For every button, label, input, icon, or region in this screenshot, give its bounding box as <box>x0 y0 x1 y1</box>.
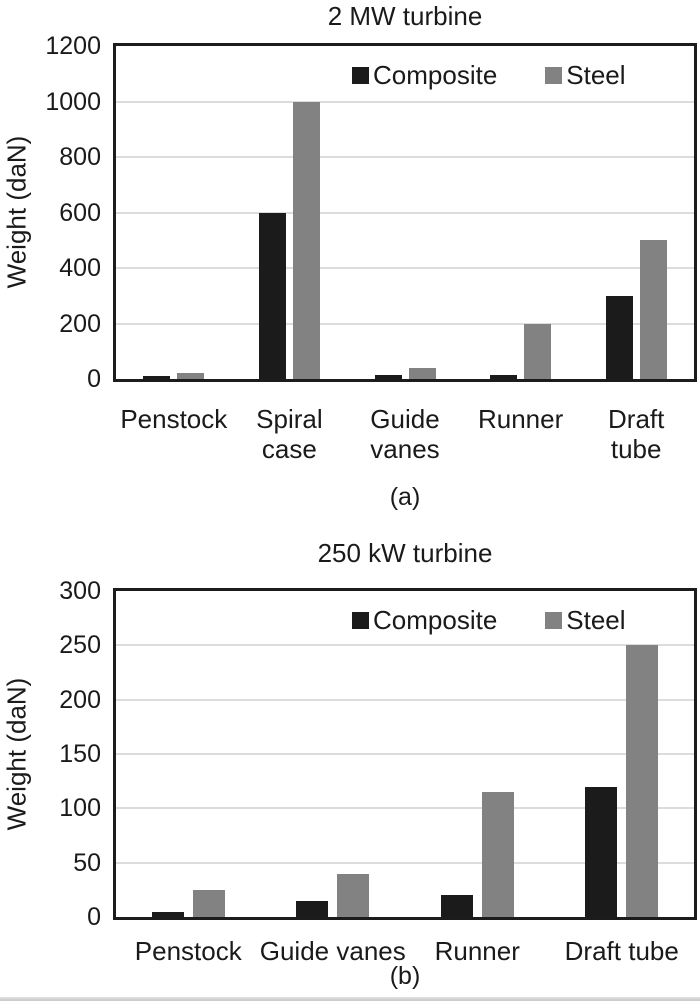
bar-composite-draft-tube <box>585 786 618 917</box>
y-tick-label: 600 <box>59 198 101 227</box>
bar-composite-runner <box>490 374 518 379</box>
x-tick-label: Guide vanes <box>370 404 440 464</box>
y-tick-label: 50 <box>73 848 101 877</box>
gridline <box>116 698 694 701</box>
x-tick-label: Draft tube <box>564 936 679 966</box>
y-tick-label: 200 <box>59 685 101 714</box>
bar-composite-guide-vanes <box>374 374 402 379</box>
y-tick-label: 0 <box>87 365 101 393</box>
subfigure-caption-b: (b) <box>389 962 421 990</box>
legend-swatch-steel <box>545 66 563 84</box>
bar-steel-draft-tube <box>639 240 667 379</box>
y-tick-label: 200 <box>59 309 101 338</box>
y-tick-label: 800 <box>59 143 101 171</box>
legend-label-composite: Composite <box>373 605 498 635</box>
legend-item-steel: Steel <box>545 605 626 635</box>
x-tick-label: Draft tube <box>608 404 665 464</box>
legend: Composite Steel <box>352 60 626 90</box>
y-tick-label: 400 <box>59 254 101 282</box>
legend-swatch-composite <box>352 66 369 84</box>
y-tick-label: 100 <box>59 794 101 823</box>
y-tick-label: 1000 <box>45 87 101 116</box>
bar-steel-runner <box>481 792 514 917</box>
bar-composite-spiral-case <box>258 212 286 379</box>
chart-250kw-turbine: 250 kW turbine Weight (daN) Composite St… <box>0 530 700 1002</box>
plot-area: Composite Steel <box>113 588 697 920</box>
scan-artifact-line <box>0 997 700 1001</box>
legend-item-composite: Composite <box>352 605 497 635</box>
gridline <box>116 156 694 158</box>
bar-steel-runner <box>524 323 552 379</box>
chart-2mw-turbine: 2 MW turbine Weight (daN) Composite Stee… <box>2 1 697 511</box>
x-tick-label: Penstock <box>134 936 242 966</box>
plot-area: Composite Steel <box>113 43 697 382</box>
legend-label-steel: Steel <box>566 60 626 90</box>
x-tick-label: Guide vanes <box>259 936 406 966</box>
y-tick-label: 250 <box>59 631 101 660</box>
x-tick-label: Runner <box>434 936 520 966</box>
bar-composite-runner <box>440 895 473 917</box>
y-tick-label: 0 <box>87 903 101 931</box>
gridline <box>116 267 694 269</box>
subfigure-caption-a: (a) <box>389 483 421 511</box>
legend-swatch-steel <box>545 611 563 629</box>
legend-item-steel: Steel <box>545 60 626 90</box>
chart-title: 250 kW turbine <box>317 538 493 568</box>
gridline <box>116 644 694 647</box>
y-tick-label: 150 <box>59 740 101 768</box>
legend-swatch-composite <box>352 611 369 629</box>
legend-item-composite: Composite <box>352 60 497 90</box>
gridline <box>116 211 694 214</box>
gridline <box>116 861 694 864</box>
gridline <box>116 322 694 325</box>
bar-composite-penstock <box>143 376 171 379</box>
chart-title: 2 MW turbine <box>327 1 483 31</box>
gridline <box>116 100 694 103</box>
x-tick-label: Penstock <box>120 404 228 434</box>
bar-composite-penstock <box>151 911 184 917</box>
bar-steel-penstock <box>192 889 225 917</box>
legend-label-composite: Composite <box>373 60 498 90</box>
bar-steel-draft-tube <box>626 645 659 917</box>
legend: Composite Steel <box>352 605 626 635</box>
y-tick-label: 1200 <box>45 32 101 60</box>
bar-steel-guide-vanes <box>408 367 436 379</box>
bar-steel-spiral-case <box>292 101 320 379</box>
bar-composite-guide-vanes <box>296 900 329 917</box>
gridline <box>116 807 694 810</box>
legend-label-steel: Steel <box>566 605 626 635</box>
x-tick-label: Spiral case <box>256 404 323 464</box>
x-tick-label: Runner <box>477 404 564 434</box>
bar-composite-draft-tube <box>605 295 633 379</box>
gridline <box>116 753 694 755</box>
y-tick-label: 300 <box>59 577 101 605</box>
bar-steel-guide-vanes <box>337 873 370 917</box>
bar-steel-penstock <box>177 373 205 379</box>
